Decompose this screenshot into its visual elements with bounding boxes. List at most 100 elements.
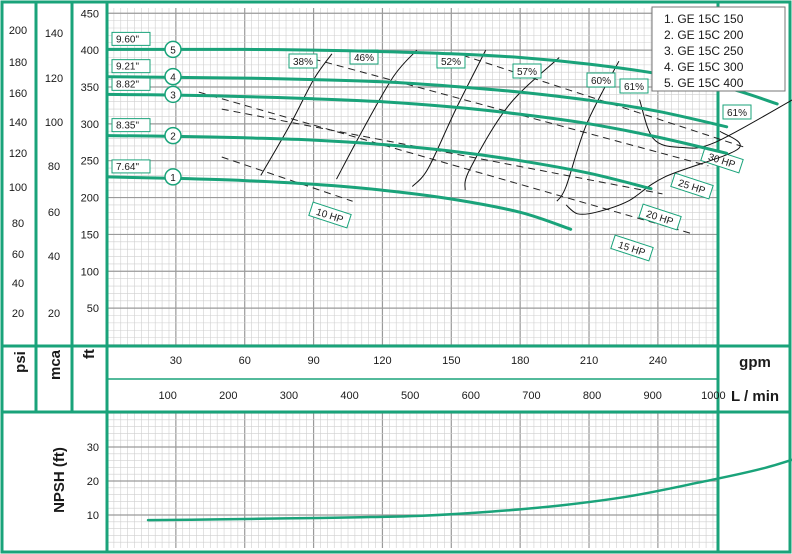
ft-tick-label: 400	[81, 45, 99, 57]
npsh-chart	[146, 458, 792, 522]
diameter-label-text: 8.82"	[116, 79, 139, 90]
lmin-tick-label: 800	[583, 390, 601, 402]
curve-number-text: 3	[170, 90, 176, 101]
ft-tick-label: 250	[81, 156, 99, 168]
npsh-axis-label: NPSH (ft)	[51, 447, 68, 513]
diameter-label-text: 7.64"	[116, 162, 139, 173]
lmin-tick-label: 500	[401, 390, 419, 402]
efficiency-curve	[411, 49, 487, 187]
mca-tick-label: 140	[45, 28, 63, 40]
curve-number-text: 4	[170, 73, 176, 84]
npsh-tick-label: 20	[87, 476, 99, 488]
npsh-tick-label: 10	[87, 510, 99, 522]
legend: 1. GE 15C 150 2. GE 15C 200 3. GE 15C 250 4…	[651, 6, 786, 92]
psi-axis-label: psi	[12, 351, 29, 373]
mca-tick-label: 100	[45, 117, 63, 129]
psi-tick-label: 20	[12, 308, 24, 320]
diameter-label-text: 9.21"	[116, 62, 139, 73]
ft-tick-label: 50	[87, 303, 99, 315]
curve-number-marker	[164, 85, 182, 104]
axis-labels: 5010015020025030035040045020406080100120…	[9, 8, 779, 522]
curve-number-marker	[164, 126, 182, 145]
mca-tick-label: 40	[48, 251, 60, 263]
diameter-label-box	[111, 31, 151, 46]
efficiency-label-text: 52%	[441, 57, 461, 68]
psi-tick-label: 160	[9, 88, 27, 100]
diameter-label-box	[111, 159, 151, 174]
efficiency-label-box	[288, 53, 318, 69]
psi-tick-label: 120	[9, 148, 27, 160]
power-line	[221, 108, 663, 195]
gpm-tick-label: 210	[580, 355, 598, 367]
ft-tick-label: 100	[81, 266, 99, 278]
psi-tick-label: 140	[9, 117, 27, 129]
ft-tick-label: 450	[81, 8, 99, 20]
lmin-tick-label: 1000	[701, 390, 725, 402]
mca-axis-label: mca	[47, 349, 64, 380]
legend-entry: 2. GE 15C 200	[664, 28, 744, 42]
ft-tick-label: 350	[81, 82, 99, 94]
ft-tick-label: 300	[81, 119, 99, 131]
gpm-tick-label: 180	[511, 355, 529, 367]
psi-tick-label: 180	[9, 57, 27, 69]
curve-number-marker	[164, 40, 182, 59]
psi-tick-label: 40	[12, 278, 24, 290]
lmin-tick-label: 900	[644, 390, 662, 402]
gpm-tick-label: 90	[307, 355, 319, 367]
efficiency-label-text: 60%	[591, 76, 611, 87]
npsh-curve	[146, 458, 792, 522]
legend-entry: 5. GE 15C 400	[664, 76, 744, 90]
efficiency-curve	[639, 99, 792, 149]
efficiency-label-box	[586, 72, 616, 88]
pump-curve-3	[105, 92, 729, 155]
lmin-tick-label: 700	[522, 390, 540, 402]
gpm-tick-label: 30	[170, 355, 182, 367]
legend-entry: 3. GE 15C 250	[664, 44, 744, 58]
gpm-tick-label: 60	[239, 355, 251, 367]
efficiency-label-text: 46%	[354, 53, 374, 64]
curve-number-text: 2	[170, 132, 176, 143]
curve-number-marker	[164, 67, 182, 86]
gpm-tick-label: 240	[649, 355, 667, 367]
efficiency-curve	[260, 53, 333, 176]
ft-tick-label: 200	[81, 193, 99, 205]
psi-tick-label: 100	[9, 182, 27, 194]
efficiency-label-text: 57%	[517, 67, 537, 78]
power-label-box	[638, 203, 682, 231]
efficiency-label-text: 61%	[727, 108, 747, 119]
psi-tick-label: 80	[12, 218, 24, 230]
diameter-label-box	[111, 59, 151, 74]
diameter-label-text: 9.60"	[116, 34, 139, 45]
efficiency-label-box	[512, 63, 542, 79]
mca-tick-label: 60	[48, 207, 60, 219]
pump-curve-2	[105, 134, 653, 191]
efficiency-label-box	[722, 104, 752, 120]
gpm-axis-label: gpm	[739, 354, 771, 371]
mca-tick-label: 120	[45, 73, 63, 85]
lmin-tick-label: 200	[219, 390, 237, 402]
chart-frame	[3, 3, 789, 551]
mca-tick-label: 80	[48, 161, 60, 173]
gpm-tick-label: 150	[442, 355, 460, 367]
legend-entry: 4. GE 15C 300	[664, 60, 744, 74]
efficiency-label-text: 38%	[293, 57, 313, 68]
power-label-box	[610, 234, 654, 262]
diameter-label-box	[111, 118, 151, 133]
legend-box	[651, 6, 786, 92]
power-label-box	[670, 172, 714, 200]
lmin-tick-label: 100	[158, 390, 176, 402]
diameter-label-text: 8.35"	[116, 121, 139, 132]
mca-tick-label: 20	[48, 308, 60, 320]
efficiency-label-box	[619, 78, 649, 94]
power-line	[198, 91, 695, 235]
power-label-box	[308, 201, 352, 229]
ft-axis-label: ft	[81, 349, 98, 359]
lmin-tick-label: 400	[340, 390, 358, 402]
npsh-tick-label: 30	[87, 442, 99, 454]
pump-curve-4	[105, 75, 729, 129]
gpm-tick-label: 120	[373, 355, 391, 367]
efficiency-label-text: 61%	[624, 82, 644, 93]
psi-tick-label: 60	[12, 249, 24, 261]
curve-number-text: 1	[170, 173, 176, 184]
